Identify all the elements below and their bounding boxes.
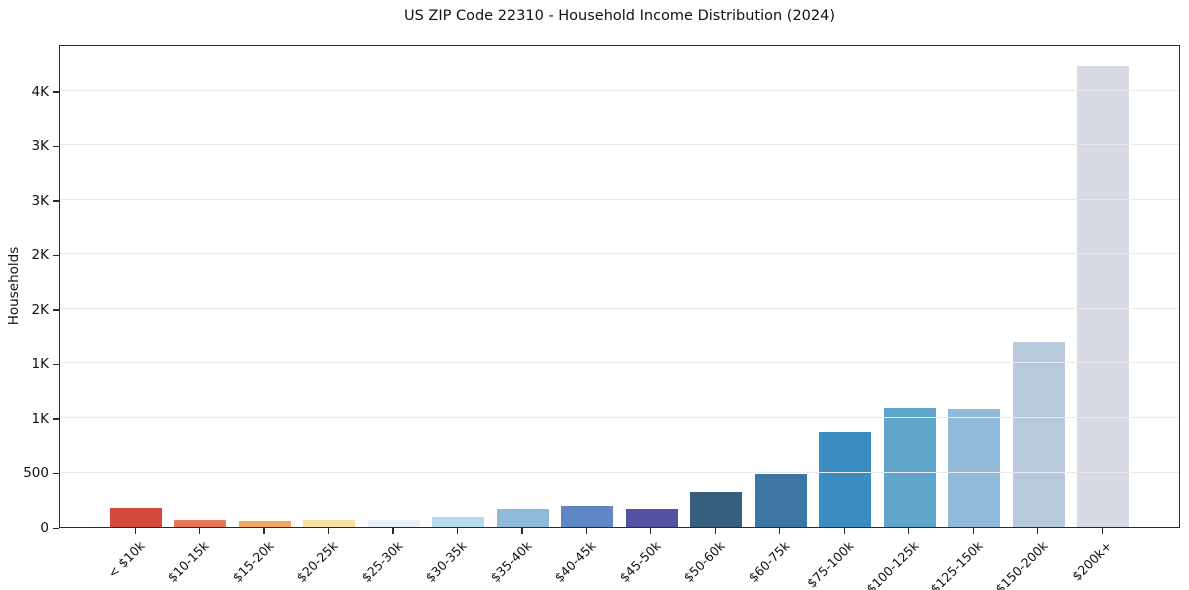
x-tick-mark bbox=[198, 528, 201, 534]
bar bbox=[1077, 65, 1130, 527]
y-tick-mark bbox=[53, 254, 59, 257]
bar bbox=[819, 431, 872, 527]
x-tick-label: $200k+ bbox=[1069, 538, 1115, 584]
bar bbox=[174, 519, 227, 527]
x-tick-mark bbox=[779, 528, 781, 534]
bar bbox=[303, 519, 356, 527]
x-tick-label: $15-20k bbox=[229, 538, 277, 586]
bar bbox=[883, 408, 936, 527]
x-tick-mark bbox=[521, 528, 523, 534]
y-tick-label: 2K bbox=[31, 247, 49, 264]
x-tick-mark bbox=[843, 528, 845, 534]
y-tick-label: 500 bbox=[23, 465, 49, 482]
x-tick-label: $10-15k bbox=[165, 538, 213, 586]
y-tick-mark bbox=[53, 472, 59, 475]
x-tick-label: $35-40k bbox=[487, 538, 535, 586]
x-tick-mark bbox=[456, 528, 459, 534]
y-tick-label: 0 bbox=[40, 520, 49, 536]
y-tick-mark bbox=[53, 418, 59, 420]
x-tick-mark bbox=[1101, 528, 1103, 534]
bar bbox=[110, 508, 162, 527]
y-tick-mark bbox=[53, 145, 59, 148]
x-tick-mark bbox=[585, 528, 587, 534]
y-tick-mark bbox=[53, 527, 59, 529]
x-tick-mark bbox=[908, 528, 910, 534]
plot-area bbox=[59, 45, 1180, 528]
bar bbox=[1012, 341, 1065, 527]
chart-title: US ZIP Code 22310 - Household Income Dis… bbox=[403, 8, 836, 24]
x-tick-label: $75-100k bbox=[804, 538, 857, 590]
x-tick-label: $50-60k bbox=[680, 538, 728, 586]
y-tick-mark bbox=[53, 363, 59, 366]
grid-line bbox=[60, 253, 1179, 255]
bar bbox=[367, 520, 420, 527]
x-tick-label: $40-45k bbox=[551, 538, 599, 586]
y-tick-mark bbox=[53, 200, 59, 202]
y-tick-label: 2K bbox=[31, 301, 49, 318]
y-tick-mark bbox=[53, 91, 59, 93]
x-tick-label: $100-125k bbox=[862, 538, 922, 590]
grid-line bbox=[60, 198, 1179, 200]
grid-line bbox=[60, 362, 1179, 364]
x-tick-label: $45-50k bbox=[616, 538, 664, 586]
x-tick-label: $60-75k bbox=[745, 538, 793, 586]
bar bbox=[238, 520, 291, 527]
grid-line bbox=[60, 144, 1179, 146]
y-tick-label: 3K bbox=[31, 138, 49, 155]
x-tick-mark bbox=[972, 528, 974, 534]
x-tick-mark bbox=[263, 528, 265, 534]
x-tick-label: $150-200k bbox=[991, 538, 1051, 590]
x-tick-label: $20-25k bbox=[293, 538, 342, 586]
y-tick-label: 3K bbox=[31, 192, 49, 209]
grid-line bbox=[60, 307, 1179, 309]
bar bbox=[432, 517, 485, 527]
grid-line bbox=[60, 471, 1179, 473]
bar bbox=[754, 473, 807, 527]
bar bbox=[496, 509, 549, 527]
x-tick-label: < $10k bbox=[104, 538, 148, 581]
x-tick-label: $30-35k bbox=[422, 538, 470, 586]
x-tick-mark bbox=[650, 528, 652, 534]
x-tick-mark bbox=[1037, 528, 1039, 534]
y-tick-label: 1K bbox=[31, 410, 49, 427]
x-tick-label: $125-150k bbox=[927, 538, 986, 590]
grid-line bbox=[60, 416, 1179, 418]
bar bbox=[625, 509, 678, 527]
x-tick-mark bbox=[392, 528, 394, 534]
x-tick-mark bbox=[327, 528, 330, 534]
y-tick-mark bbox=[53, 309, 59, 311]
x-tick-label: $25-30k bbox=[358, 538, 406, 586]
bar bbox=[561, 506, 614, 527]
y-tick-label: 1K bbox=[31, 356, 49, 373]
y-tick-label: 4K bbox=[31, 83, 49, 100]
x-tick-mark bbox=[134, 528, 136, 534]
x-tick-mark bbox=[714, 528, 716, 534]
bar bbox=[690, 492, 743, 527]
grid-line bbox=[60, 89, 1179, 91]
bar bbox=[948, 409, 1001, 527]
